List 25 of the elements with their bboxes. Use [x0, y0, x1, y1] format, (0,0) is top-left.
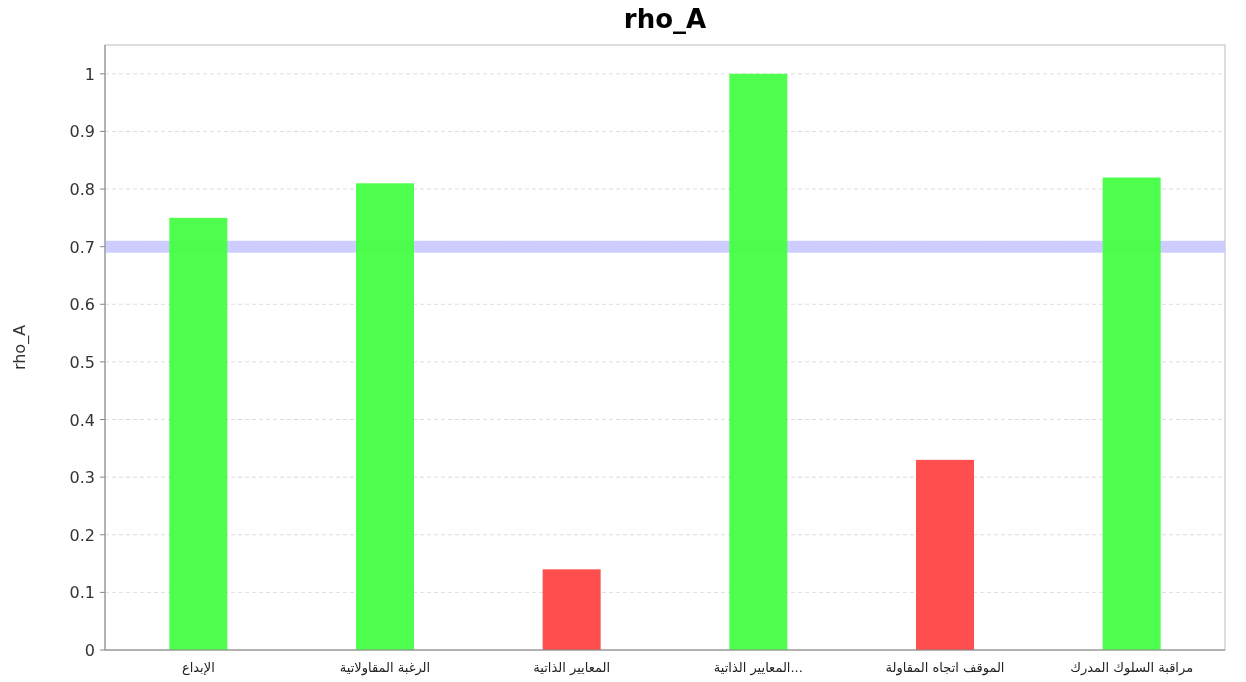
- x-tick-label: المعايير الذاتية...: [713, 660, 803, 676]
- y-axis-title: rho_A: [10, 324, 30, 371]
- y-tick-label: 0.1: [69, 583, 95, 603]
- y-tick-label: 0.2: [69, 525, 95, 545]
- bar: [729, 73, 788, 650]
- bar: [169, 217, 228, 650]
- y-tick-label: 0.4: [69, 410, 95, 430]
- y-tick-label: 0.9: [69, 122, 95, 142]
- x-tick-label: المعايير الذاتية: [533, 660, 611, 676]
- y-tick-label: 0.3: [69, 468, 95, 488]
- y-tick-label: 1: [84, 64, 95, 84]
- y-tick-label: 0: [84, 641, 95, 660]
- x-tick-label: الرغبة المقاولاتية: [339, 660, 431, 676]
- y-tick-label: 0.7: [69, 237, 95, 257]
- y-tick-label: 0.5: [69, 352, 95, 372]
- bar: [542, 569, 601, 650]
- x-tick-label: مراقبة السلوك المدرك: [1070, 660, 1194, 676]
- bar: [1102, 177, 1161, 650]
- x-tick-label: الموقف اتجاه المقاولة: [885, 660, 1005, 676]
- y-tick-label: 0.6: [69, 295, 95, 315]
- x-tick-label: الإبداع: [181, 660, 215, 676]
- y-tick-label: 0.8: [69, 180, 95, 200]
- bar: [916, 459, 974, 650]
- chart-title: rho_A: [623, 4, 707, 34]
- bar: [356, 183, 414, 650]
